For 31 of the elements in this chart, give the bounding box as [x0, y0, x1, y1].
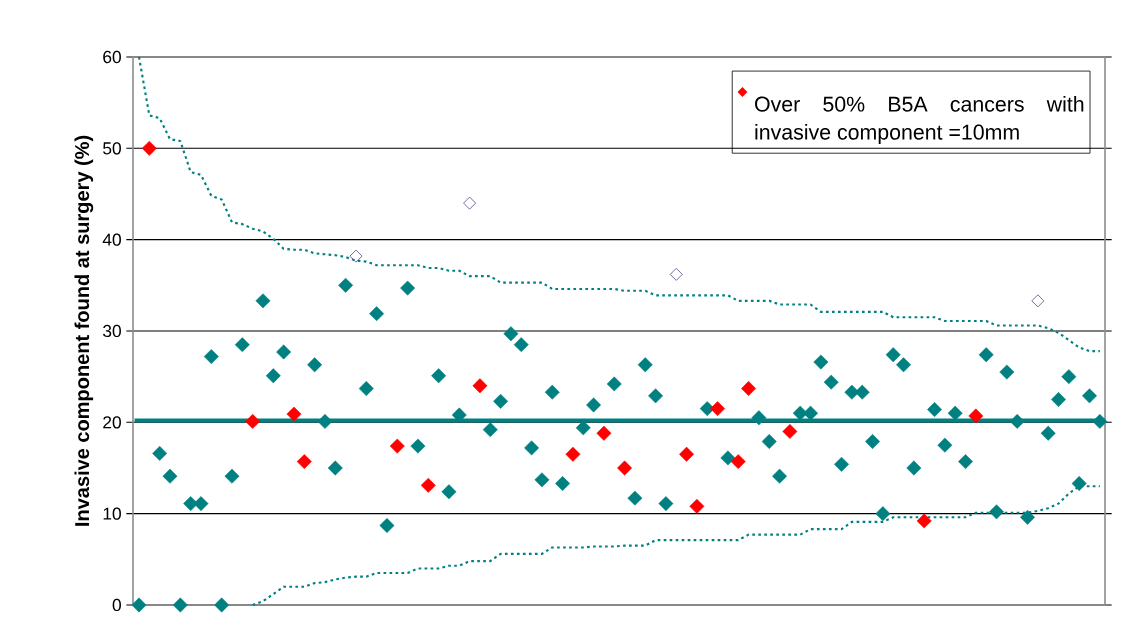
point [741, 381, 756, 396]
point [296, 454, 312, 470]
point [916, 513, 932, 529]
y-tick-label: 60 [103, 50, 121, 64]
point [689, 498, 705, 514]
point [141, 140, 157, 156]
point [679, 446, 695, 462]
legend-label: Over 50% B5A cancers with invasive component =10mm [755, 96, 1084, 144]
y-tick-label: 20 [103, 416, 121, 429]
y-tick-label: 50 [103, 142, 121, 155]
point [565, 446, 581, 462]
point [1031, 294, 1045, 308]
y-axis-title: Invasive component found at surgery (%) [74, 135, 94, 526]
point [968, 408, 984, 424]
point [389, 438, 405, 454]
y-tick-label: 40 [102, 233, 121, 246]
point [420, 477, 436, 493]
y-tick-label: 10 [103, 507, 121, 520]
point [286, 406, 302, 422]
point [710, 401, 726, 417]
y-tick-label: 0 [112, 598, 121, 612]
point [596, 425, 612, 441]
point [463, 196, 477, 210]
point [782, 424, 798, 439]
point [349, 249, 363, 263]
point [730, 454, 746, 470]
point [617, 460, 633, 476]
point [472, 378, 488, 394]
point [669, 267, 683, 281]
y-tick-label: 30 [103, 324, 121, 338]
point [245, 413, 261, 429]
